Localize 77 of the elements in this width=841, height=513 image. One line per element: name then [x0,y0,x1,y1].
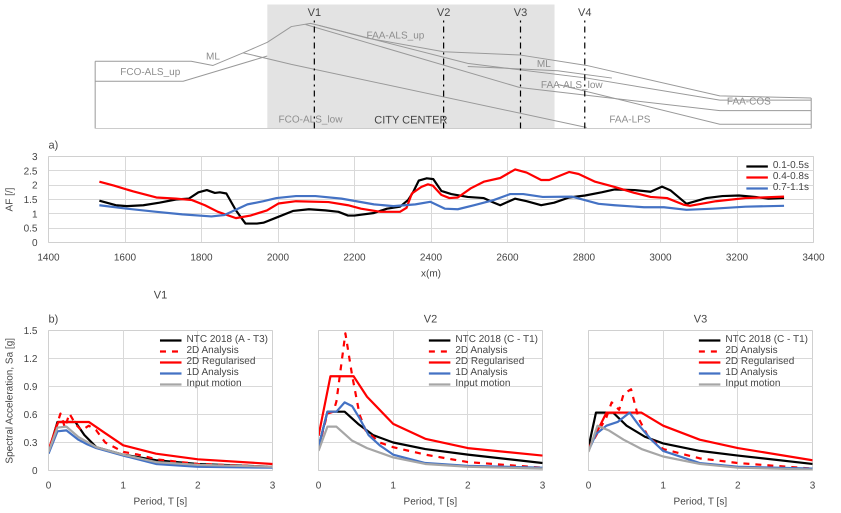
x-tick-label: 1 [120,480,126,492]
x-tick-label: 1800 [190,252,214,264]
x-axis-title: Period, T [s] [404,496,458,508]
ref-line-label: V3 [514,7,528,20]
legend-label: 2D Analysis [186,345,239,356]
annotation: FCO-ALS_low [278,114,344,126]
x-tick-label: 1600 [114,252,137,264]
legend-label: 1D Analysis [725,367,778,378]
x-tick-label: 1400 [37,252,60,264]
legend-label: Input motion [725,378,780,389]
x-tick-label: 2800 [572,252,596,264]
legend-label: Input motion [455,378,510,389]
x-tick-label: 0 [46,480,52,492]
annotation: FAA-ALS_low [540,80,604,91]
y-tick-label: 3 [32,152,38,163]
x-tick-label: 3200 [726,252,749,264]
text: a) [48,140,58,152]
x-tick-label: 2 [735,480,742,492]
y-axis-title: AF [/] [4,187,16,212]
legend-label: 2D Regularised [186,356,256,367]
y-tick-label: 0 [32,466,38,477]
legend-label: 0.7-1.1s [772,182,809,193]
x-tick-label: 3400 [802,252,826,264]
y-tick-label: 0.9 [24,382,38,393]
x-tick-label: 2200 [343,252,366,264]
legend-label: 0.1-0.5s [772,160,809,171]
x-tick-label: 3 [810,480,816,492]
y-tick-label: 1.2 [24,354,38,365]
annotation: ML [536,58,552,70]
y-tick-label: 2 [32,180,38,192]
y-tick-label: 1.5 [24,326,38,337]
y-tick-label: 0.3 [24,438,38,449]
annotation: ML [206,51,220,62]
ref-line-label: V2 [436,7,450,20]
y-tick-label: 0.6 [24,410,38,421]
x-tick-label: 2600 [496,252,520,264]
y-axis-title: Spectral Acceleration, Sa [g] [4,338,16,464]
y-tick-label: 0 [32,238,38,249]
chart-title: V1 [154,290,168,302]
x-tick-label: 0 [316,480,322,492]
chart-title: V2 [424,314,438,326]
legend-label: 0.4-0.8s [772,171,809,182]
legend-label: 2D Regularised [455,356,524,367]
legend-label: NTC 2018 (A - T3) [186,334,268,345]
x-tick-label: 0 [586,480,592,492]
x-tick-label: 2000 [266,252,290,264]
x-tick-label: 2400 [420,252,443,264]
y-tick-label: 0.5 [24,224,38,235]
y-tick-label: 1.5 [24,195,38,206]
annotation: FAA-ALS_up [366,30,425,42]
x-axis-title: Period, T [s] [134,496,188,508]
x-tick-label: 3 [540,480,546,492]
band-label: CITY CENTER [374,114,448,126]
chart-title: V3 [694,314,708,326]
ref-line-label: V1 [308,7,322,20]
x-tick-label: 2 [465,480,472,492]
legend-label: 1D Analysis [186,367,239,378]
annotation: FCO-ALS_up [120,67,181,78]
x-tick-label: 1 [390,480,396,492]
legend-label: NTC 2018 (C - T1) [725,334,808,345]
y-tick-label: 2.5 [24,166,38,178]
legend-label: 2D Analysis [455,345,508,356]
legend-label: 2D Analysis [725,345,778,356]
x-tick-label: 2 [195,480,202,492]
legend-label: 1D Analysis [455,367,508,378]
x-axis-title: Period, T [s] [674,496,728,508]
x-tick-label: 3 [270,480,276,492]
x-axis-title: x(m) [421,268,442,280]
legend-label: Input motion [186,378,242,389]
text: b) [48,314,58,326]
annotation: FAA-LPS [609,114,651,126]
legend-label: 2D Regularised [725,356,794,367]
legend-label: NTC 2018 (C - T1) [455,334,538,345]
y-tick-label: 1 [32,209,38,220]
x-tick-label: 1 [660,480,666,492]
ref-line-label: V4 [578,7,592,20]
x-tick-label: 3000 [649,252,672,264]
